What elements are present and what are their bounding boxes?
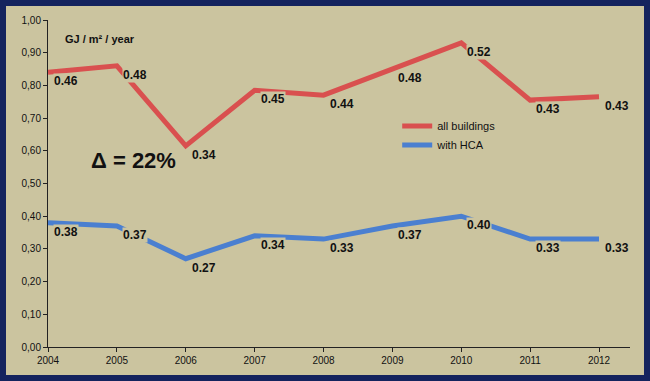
svg-text:2010: 2010: [450, 355, 473, 366]
svg-text:2006: 2006: [175, 355, 198, 366]
svg-text:0.33: 0.33: [605, 241, 629, 255]
svg-text:0.27: 0.27: [192, 261, 216, 275]
svg-text:0.43: 0.43: [605, 99, 629, 113]
svg-text:0,00: 0,00: [22, 342, 42, 353]
svg-text:0,10: 0,10: [22, 309, 42, 320]
svg-text:0,50: 0,50: [22, 178, 42, 189]
svg-text:0.34: 0.34: [261, 238, 285, 252]
svg-text:0,60: 0,60: [22, 145, 42, 156]
svg-text:2009: 2009: [381, 355, 404, 366]
svg-text:0,30: 0,30: [22, 243, 42, 254]
svg-text:2005: 2005: [106, 355, 129, 366]
svg-text:0.38: 0.38: [54, 225, 78, 239]
svg-text:2004: 2004: [37, 355, 60, 366]
svg-text:0.37: 0.37: [123, 228, 147, 242]
svg-text:0,40: 0,40: [22, 211, 42, 222]
svg-text:0.48: 0.48: [398, 71, 422, 85]
svg-text:0.37: 0.37: [398, 228, 422, 242]
svg-text:0.46: 0.46: [54, 74, 78, 88]
svg-text:0.33: 0.33: [536, 241, 560, 255]
svg-text:2007: 2007: [244, 355, 267, 366]
svg-text:0,70: 0,70: [22, 113, 42, 124]
svg-text:0,20: 0,20: [22, 276, 42, 287]
svg-text:2012: 2012: [588, 355, 611, 366]
svg-text:0.34: 0.34: [192, 148, 216, 162]
svg-text:0.43: 0.43: [536, 102, 560, 116]
svg-text:0.40: 0.40: [467, 218, 491, 232]
svg-text:2008: 2008: [312, 355, 335, 366]
svg-text:Δ = 22%: Δ = 22%: [91, 148, 176, 173]
svg-text:GJ / m² / year: GJ / m² / year: [65, 33, 135, 45]
svg-text:2011: 2011: [519, 355, 541, 366]
svg-text:0.52: 0.52: [467, 45, 491, 59]
svg-text:all buildings: all buildings: [437, 120, 495, 132]
svg-text:with HCA: with HCA: [436, 139, 484, 151]
svg-text:0.48: 0.48: [123, 68, 147, 82]
svg-text:0.33: 0.33: [330, 241, 354, 255]
svg-text:0,80: 0,80: [22, 80, 42, 91]
svg-text:1,00: 1,00: [22, 15, 42, 26]
svg-text:0.44: 0.44: [330, 97, 354, 111]
svg-text:0,90: 0,90: [22, 47, 42, 58]
svg-text:0.45: 0.45: [261, 92, 285, 106]
